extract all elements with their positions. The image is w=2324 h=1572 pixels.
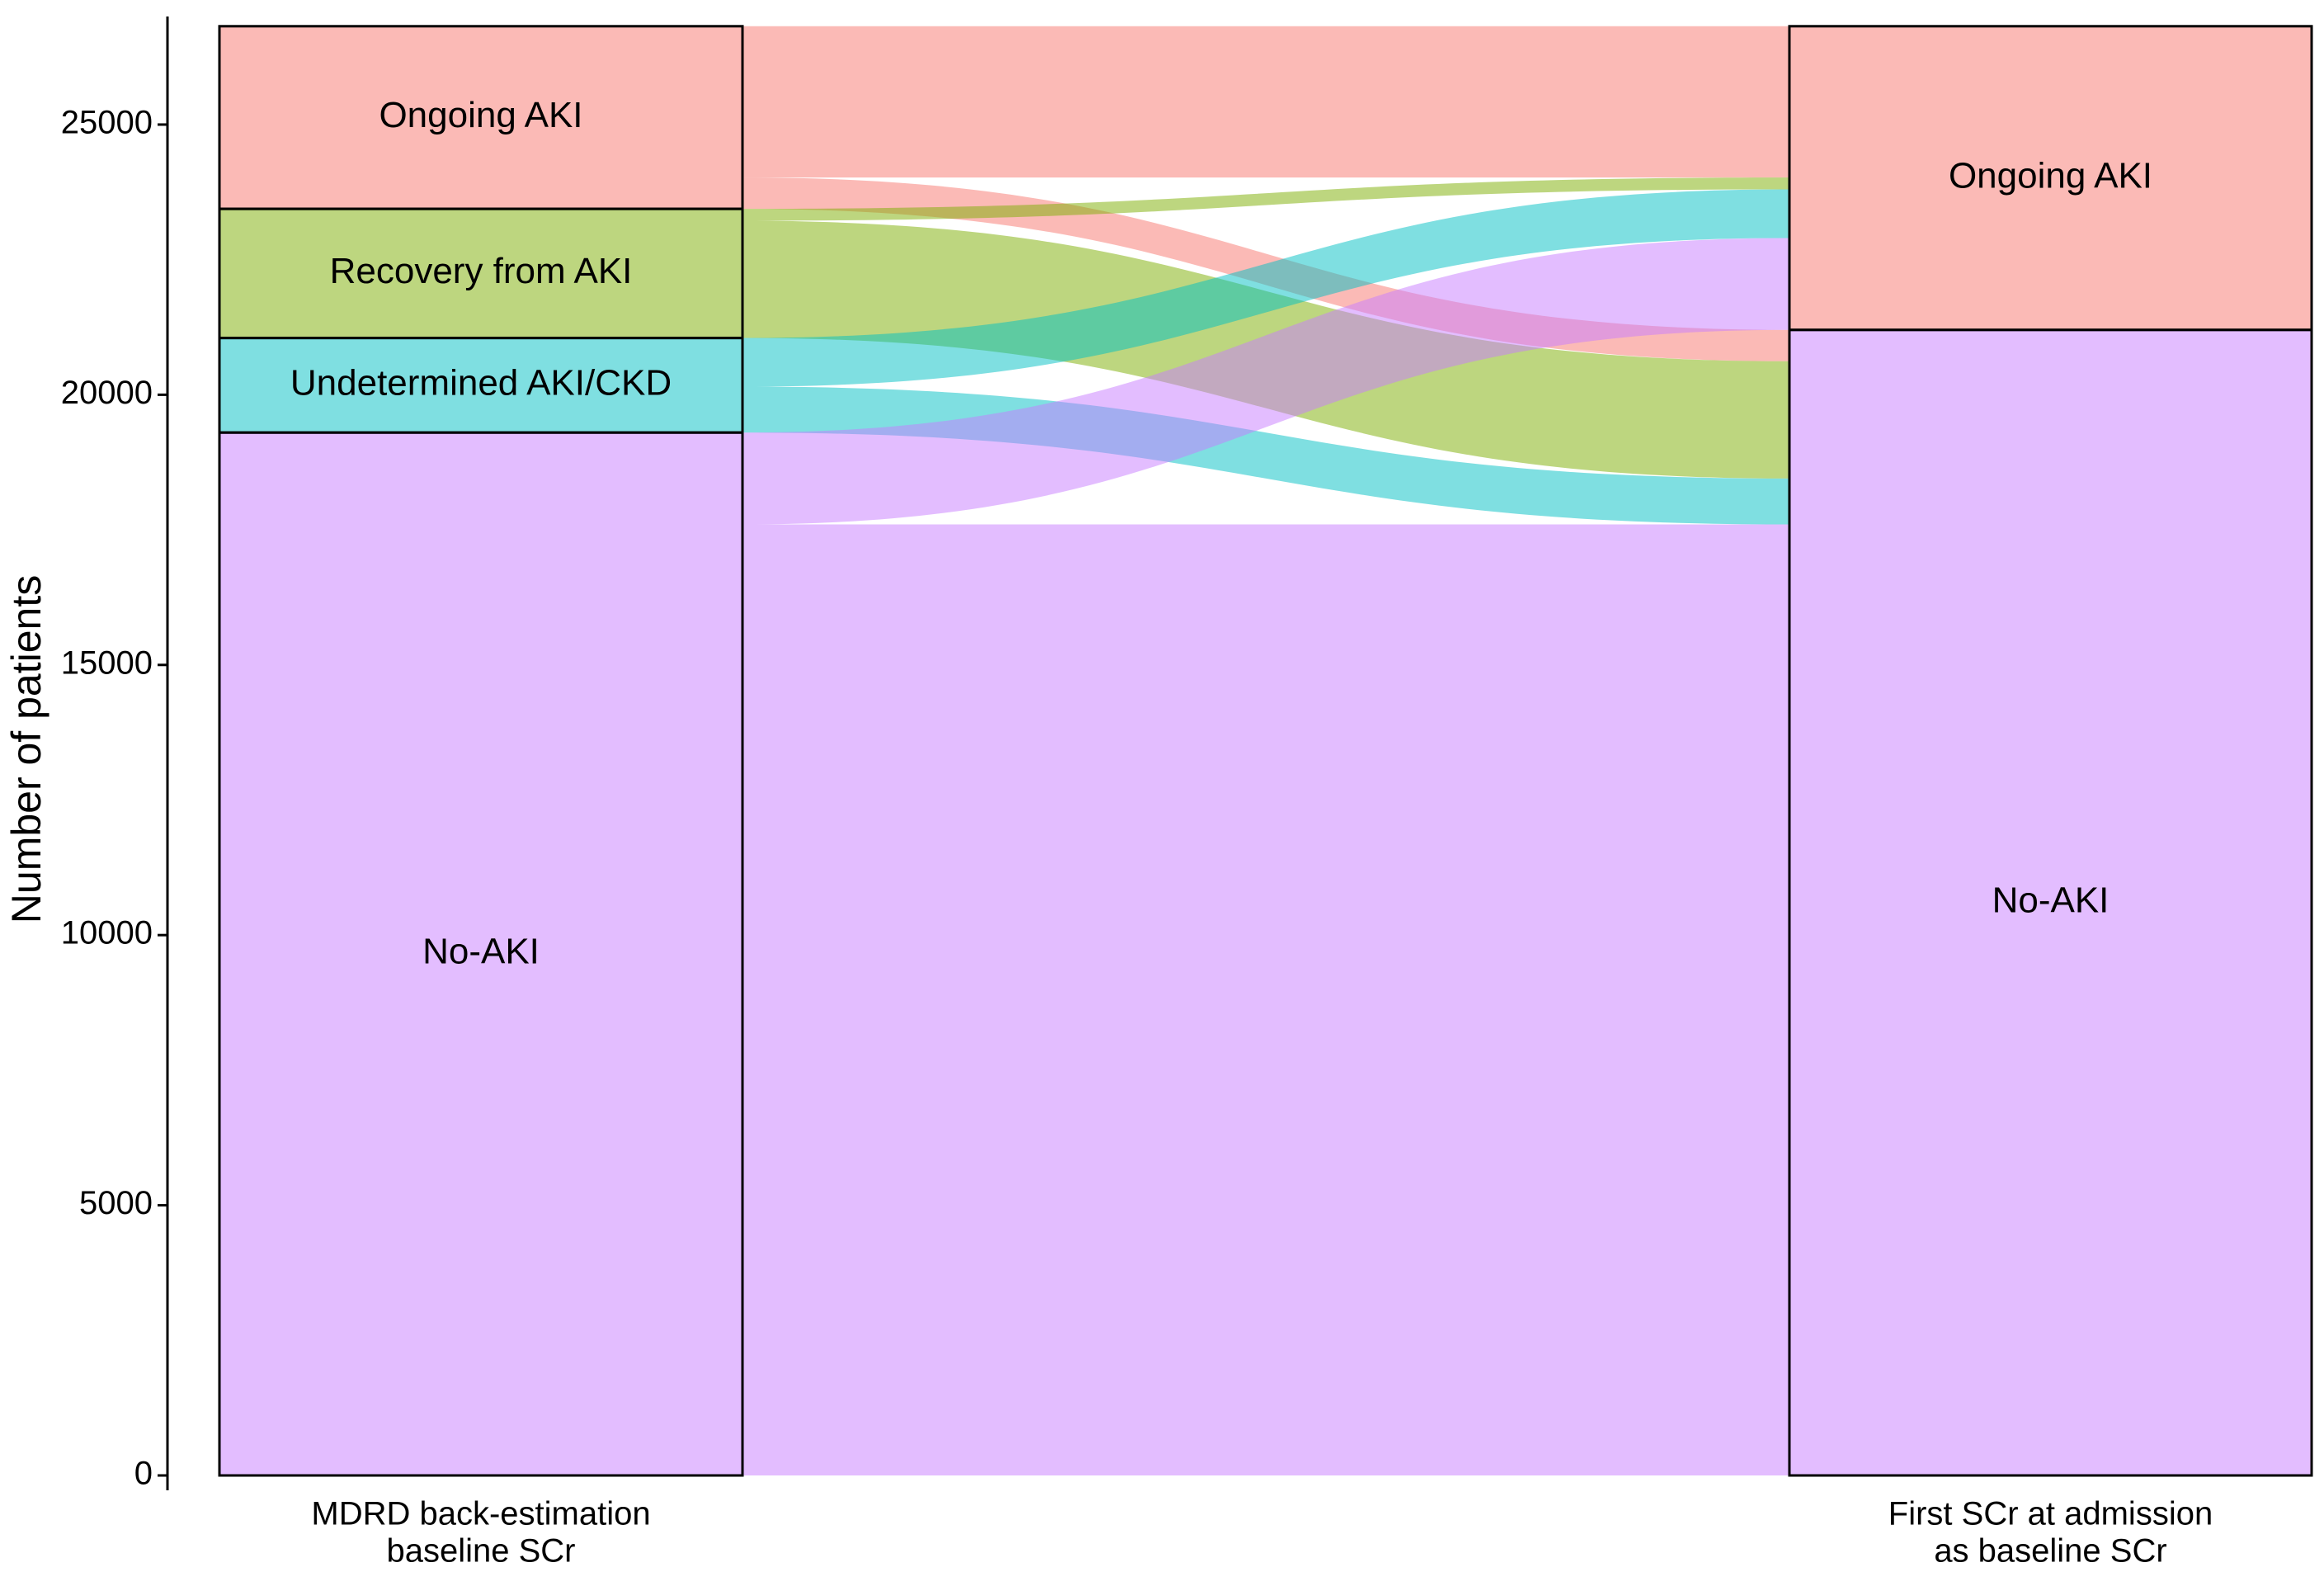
- stratum-label: No-AKI: [422, 932, 540, 972]
- flow: [742, 189, 1789, 387]
- x-axis-label: First SCr at admission: [1888, 1496, 2213, 1532]
- stratum: [218, 431, 744, 1477]
- stratum: [1788, 25, 2313, 332]
- y-tick-label: 10000: [61, 915, 153, 951]
- stratum-label: No-AKI: [1992, 880, 2110, 921]
- stratum: [218, 25, 744, 210]
- stratum-label: Ongoing AKI: [1949, 155, 2152, 196]
- flow: [742, 524, 1789, 1476]
- y-tick-label: 5000: [79, 1185, 153, 1221]
- stratum: [1788, 328, 2313, 1477]
- y-tick-label: 25000: [61, 105, 153, 141]
- y-axis-title: Number of patients: [3, 575, 49, 923]
- x-axis-label: as baseline SCr: [1934, 1533, 2166, 1570]
- stratum: [218, 337, 744, 434]
- stratum-label: Undetermined AKI/CKD: [290, 363, 672, 404]
- x-axis-label: baseline SCr: [386, 1533, 575, 1570]
- flow: [742, 238, 1789, 525]
- y-tick-label: 0: [134, 1456, 153, 1492]
- stratum: [218, 207, 744, 340]
- flow: [742, 26, 1789, 178]
- flow: [742, 177, 1789, 221]
- stratum-label: Recovery from AKI: [330, 251, 633, 291]
- y-tick-label: 15000: [61, 644, 153, 681]
- x-axis-label: MDRD back-estimation: [311, 1496, 650, 1532]
- y-tick-label: 20000: [61, 375, 153, 411]
- stratum-label: Ongoing AKI: [379, 95, 582, 135]
